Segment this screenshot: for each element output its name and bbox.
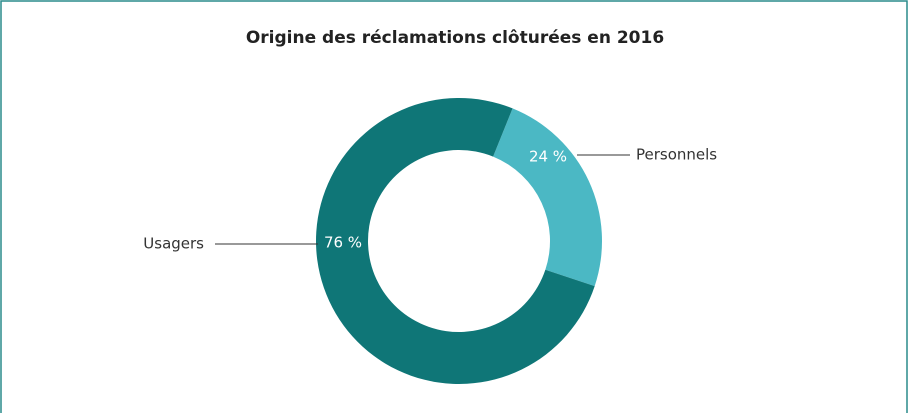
- value-label: 24 %: [529, 148, 567, 166]
- chart-title: Origine des réclamations clôturées en 20…: [246, 28, 664, 48]
- donut-slice: [493, 108, 603, 287]
- category-label: Usagers: [143, 235, 204, 253]
- value-label: 76 %: [324, 234, 362, 252]
- category-label: Personnels: [636, 146, 717, 164]
- donut-slice: [316, 98, 595, 385]
